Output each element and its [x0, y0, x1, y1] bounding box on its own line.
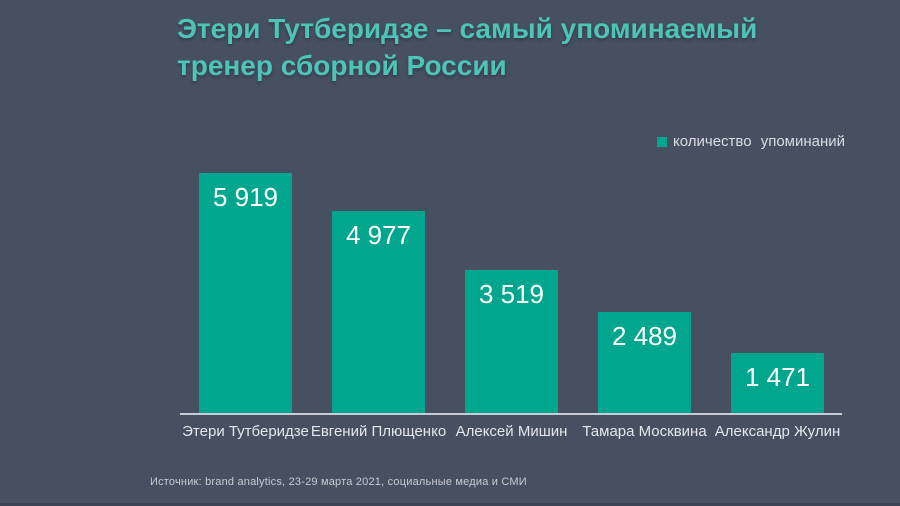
bar-3: 2 489 — [598, 312, 691, 413]
legend-swatch — [657, 136, 667, 147]
x-axis-line — [180, 413, 842, 415]
category-label: Александр Жулин — [714, 423, 841, 440]
bar-2: 3 519 — [465, 270, 558, 413]
bar-value-label: 3 519 — [478, 279, 545, 309]
chart-title-line-1: Этери Тутберидзе – самый упоминаемый — [177, 13, 758, 44]
category-label: Этери Тутберидзе — [182, 423, 309, 440]
bar-4: 1 471 — [731, 353, 824, 413]
legend: количество упоминаний — [657, 133, 845, 150]
bar-value-label: 4 977 — [345, 220, 412, 250]
bottom-edge-strip — [0, 503, 900, 506]
chart-title: Этери Тутберидзе – самый упоминаемый тре… — [177, 10, 857, 84]
bar-value-label: 1 471 — [744, 362, 811, 392]
category-labels: Этери Тутберидзе Евгений Плющенко Алексей … — [180, 423, 842, 445]
bar-0: 5 919 — [199, 173, 292, 413]
bar-value-label: 5 919 — [212, 182, 279, 212]
category-label: Евгений Плющенко — [310, 423, 447, 440]
category-label: Тамара Москвина — [582, 423, 707, 440]
bar-1: 4 977 — [332, 211, 425, 413]
source-note: Источник: brand analytics, 23-29 марта 2… — [150, 476, 527, 488]
bar-value-label: 2 489 — [611, 321, 678, 351]
chart-title-line-2: тренер сборной России — [177, 50, 507, 81]
plot-area: 5 919 4 977 3 519 2 489 1 471 — [180, 165, 842, 413]
category-label: Алексей Мишин — [455, 423, 568, 440]
legend-label: количество упоминаний — [673, 133, 846, 150]
